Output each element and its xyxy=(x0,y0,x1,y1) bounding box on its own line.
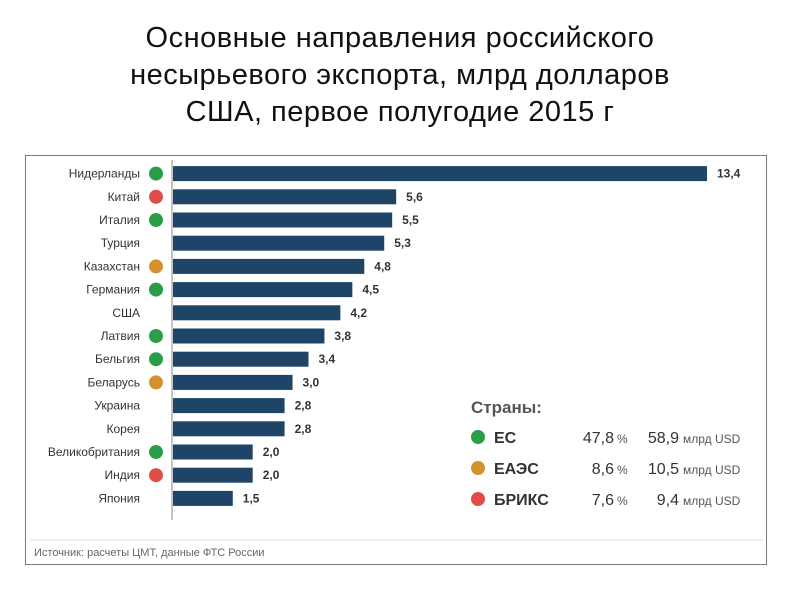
legend-share-unit: % xyxy=(617,494,628,508)
value-label: 4,2 xyxy=(350,306,367,320)
category-label: Казахстан xyxy=(84,259,140,273)
group-marker-dot xyxy=(149,166,163,181)
value-label: 13,4 xyxy=(717,167,741,181)
group-marker-dot xyxy=(149,259,163,274)
value-label: 3,8 xyxy=(334,329,351,343)
bar xyxy=(173,467,253,483)
category-label: Латвия xyxy=(101,329,140,343)
category-label: Беларусь xyxy=(88,375,140,389)
legend-amount-unit: млрд USD xyxy=(683,494,741,508)
category-label: Италия xyxy=(99,213,140,227)
legend-group-name: ЕАЭС xyxy=(494,461,539,478)
group-marker-dot xyxy=(149,375,163,390)
value-label: 5,5 xyxy=(402,213,419,227)
bar xyxy=(173,374,293,390)
value-label: 3,4 xyxy=(318,352,335,366)
legend-share: 7,6 xyxy=(592,492,614,509)
group-marker-dot xyxy=(149,352,163,367)
page-title: Основные направления российского несырье… xyxy=(130,22,670,128)
value-label: 5,3 xyxy=(394,236,411,250)
category-label: Япония xyxy=(98,491,140,505)
source-note: Источник: расчеты ЦМТ, данные ФТС России xyxy=(34,547,265,559)
bar xyxy=(173,282,353,298)
legend-share: 47,8 xyxy=(583,430,614,447)
bar xyxy=(173,235,385,251)
group-marker-dot xyxy=(149,213,163,227)
bar xyxy=(173,490,233,506)
value-label: 1,5 xyxy=(243,491,260,505)
category-label: США xyxy=(112,306,140,320)
legend-dot xyxy=(471,492,485,506)
legend-dot xyxy=(471,430,485,444)
legend-amount-unit: млрд USD xyxy=(683,432,741,446)
value-label: 2,0 xyxy=(263,468,280,482)
legend-share-unit: % xyxy=(617,463,628,477)
value-label: 4,5 xyxy=(362,283,379,297)
category-label: Германия xyxy=(86,283,140,297)
legend-amount: 9,4 xyxy=(657,492,679,509)
group-marker-dot xyxy=(149,468,163,483)
category-label: Бельгия xyxy=(95,352,140,366)
value-label: 3,0 xyxy=(303,375,320,389)
bar-chart: Нидерланды 13,4 Китай 5,6 Италия 5,5 Турция 5,3… xyxy=(30,160,764,559)
category-label: Турция xyxy=(101,236,140,250)
category-label: Индия xyxy=(105,468,140,482)
category-label: Китай xyxy=(108,190,140,204)
value-label: 2,0 xyxy=(263,445,280,459)
legend-group-name: БРИКС xyxy=(494,492,549,509)
bar xyxy=(173,258,365,274)
category-label: Нидерланды xyxy=(69,167,140,181)
value-label: 2,8 xyxy=(295,399,312,413)
bar xyxy=(173,444,253,460)
group-marker-dot xyxy=(149,282,163,297)
group-marker-dot xyxy=(149,445,163,459)
value-label: 5,6 xyxy=(406,190,423,204)
legend-amount: 10,5 xyxy=(648,461,679,478)
legend-title: Страны: xyxy=(471,398,542,417)
bar xyxy=(173,328,325,344)
value-label: 4,8 xyxy=(374,259,391,273)
legend-amount-unit: млрд USD xyxy=(683,463,741,477)
legend-share: 8,6 xyxy=(592,461,614,478)
category-label: Украина xyxy=(94,399,140,413)
legend-group-name: ЕС xyxy=(494,430,517,447)
bar xyxy=(173,166,707,182)
value-label: 2,8 xyxy=(295,422,312,436)
legend-amount: 58,9 xyxy=(648,430,679,447)
bar xyxy=(173,189,397,205)
bar xyxy=(173,305,341,321)
bar xyxy=(173,398,285,414)
group-marker-dot xyxy=(149,329,163,343)
legend-dot xyxy=(471,461,485,475)
bar xyxy=(173,421,285,437)
legend-share-unit: % xyxy=(617,432,628,446)
bar xyxy=(173,212,393,228)
category-label: Великобритания xyxy=(48,445,140,459)
category-label: Корея xyxy=(106,422,140,436)
bar xyxy=(173,351,309,367)
group-marker-dot xyxy=(149,189,163,204)
chart-frame: Нидерланды 13,4 Китай 5,6 Италия 5,5 Турция 5,3… xyxy=(25,155,767,565)
